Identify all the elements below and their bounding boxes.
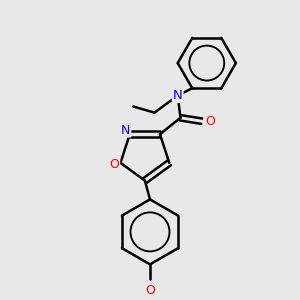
Text: O: O [145, 284, 155, 296]
Text: O: O [205, 115, 215, 128]
Text: O: O [110, 158, 119, 171]
Text: N: N [173, 89, 183, 102]
Text: N: N [121, 124, 130, 136]
